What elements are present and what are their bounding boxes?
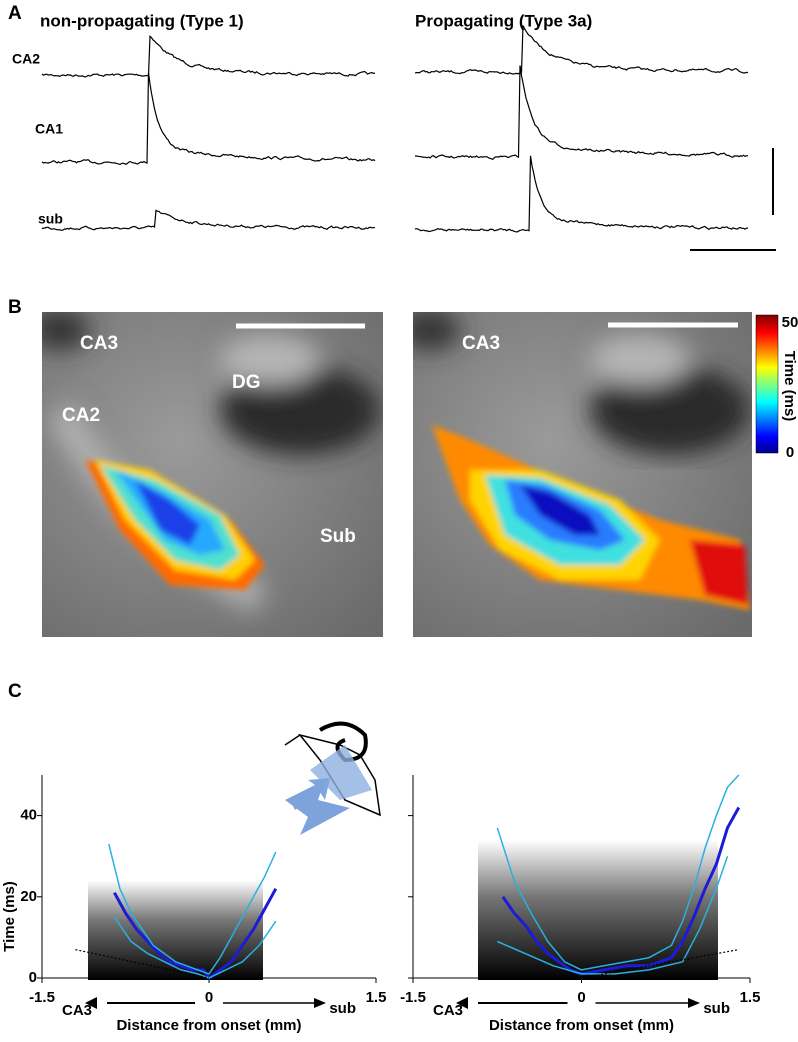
inset-diagram [284, 721, 381, 835]
traces [41, 25, 749, 233]
annotation: sub [329, 1000, 356, 1017]
x-tick-label: -1.5 [400, 989, 426, 1006]
x-tick-label: 0 [205, 989, 213, 1006]
y-tick-label: 40 [20, 807, 37, 824]
arrow-head [456, 997, 468, 1009]
colorbar-tick-label: 50 [782, 314, 798, 331]
region-label: DG [232, 372, 261, 393]
trace-label: CA1 [35, 121, 63, 137]
image [413, 312, 752, 637]
colorbar-label: Time (ms) [781, 351, 798, 422]
line [113, 916, 277, 979]
charts: 0 20 40 -1.5 0 1.5 CA3 sub Distance from onset (… [1, 774, 761, 1034]
trace [41, 72, 376, 166]
x-axis-label: Distance from onset (mm) [489, 1017, 674, 1034]
line [501, 806, 741, 976]
annotation: sub [703, 1000, 730, 1017]
x-tick-label: 1.5 [740, 989, 761, 1006]
panel-title: Propagating (Type 3a) [415, 11, 592, 30]
trace [414, 155, 749, 233]
line [75, 949, 210, 979]
panel-label: A [8, 3, 22, 24]
region-label: CA2 [62, 405, 100, 426]
y-tick-label: 20 [20, 888, 37, 905]
trace-label: sub [38, 211, 63, 227]
y-tick-label: 0 [29, 969, 37, 986]
arrow-head [688, 998, 700, 1008]
x-tick-label: -1.5 [29, 989, 55, 1006]
trace [415, 65, 749, 160]
image [42, 312, 383, 637]
trace [41, 209, 376, 231]
x-tick-label: 1.5 [366, 989, 387, 1006]
x-axis-label: Distance from onset (mm) [116, 1017, 301, 1034]
x-tick-label: 0 [577, 989, 585, 1006]
colorbar-ticks: 50 0 [782, 314, 798, 461]
panel-label: B [8, 297, 22, 318]
colorbar-tick-label: 0 [786, 444, 794, 461]
annotation: CA3 [62, 1002, 92, 1019]
region-label: Sub [320, 526, 356, 547]
delay-map [478, 840, 718, 980]
line [496, 774, 740, 971]
arrow-head [314, 998, 326, 1008]
line [581, 949, 739, 979]
panel-title: non-propagating (Type 1) [40, 11, 244, 30]
trace [414, 25, 749, 75]
panel-label: C [8, 681, 22, 702]
region-label: CA3 [80, 333, 118, 354]
region-label: CA3 [462, 333, 500, 354]
arrow-head [85, 997, 97, 1009]
y-axis-label: Time (ms) [1, 881, 18, 952]
line [108, 843, 277, 975]
line [497, 855, 729, 975]
colorbar [755, 314, 779, 454]
trace [41, 34, 376, 78]
trace-label: CA2 [12, 51, 40, 67]
annotation: CA3 [433, 1002, 463, 1019]
